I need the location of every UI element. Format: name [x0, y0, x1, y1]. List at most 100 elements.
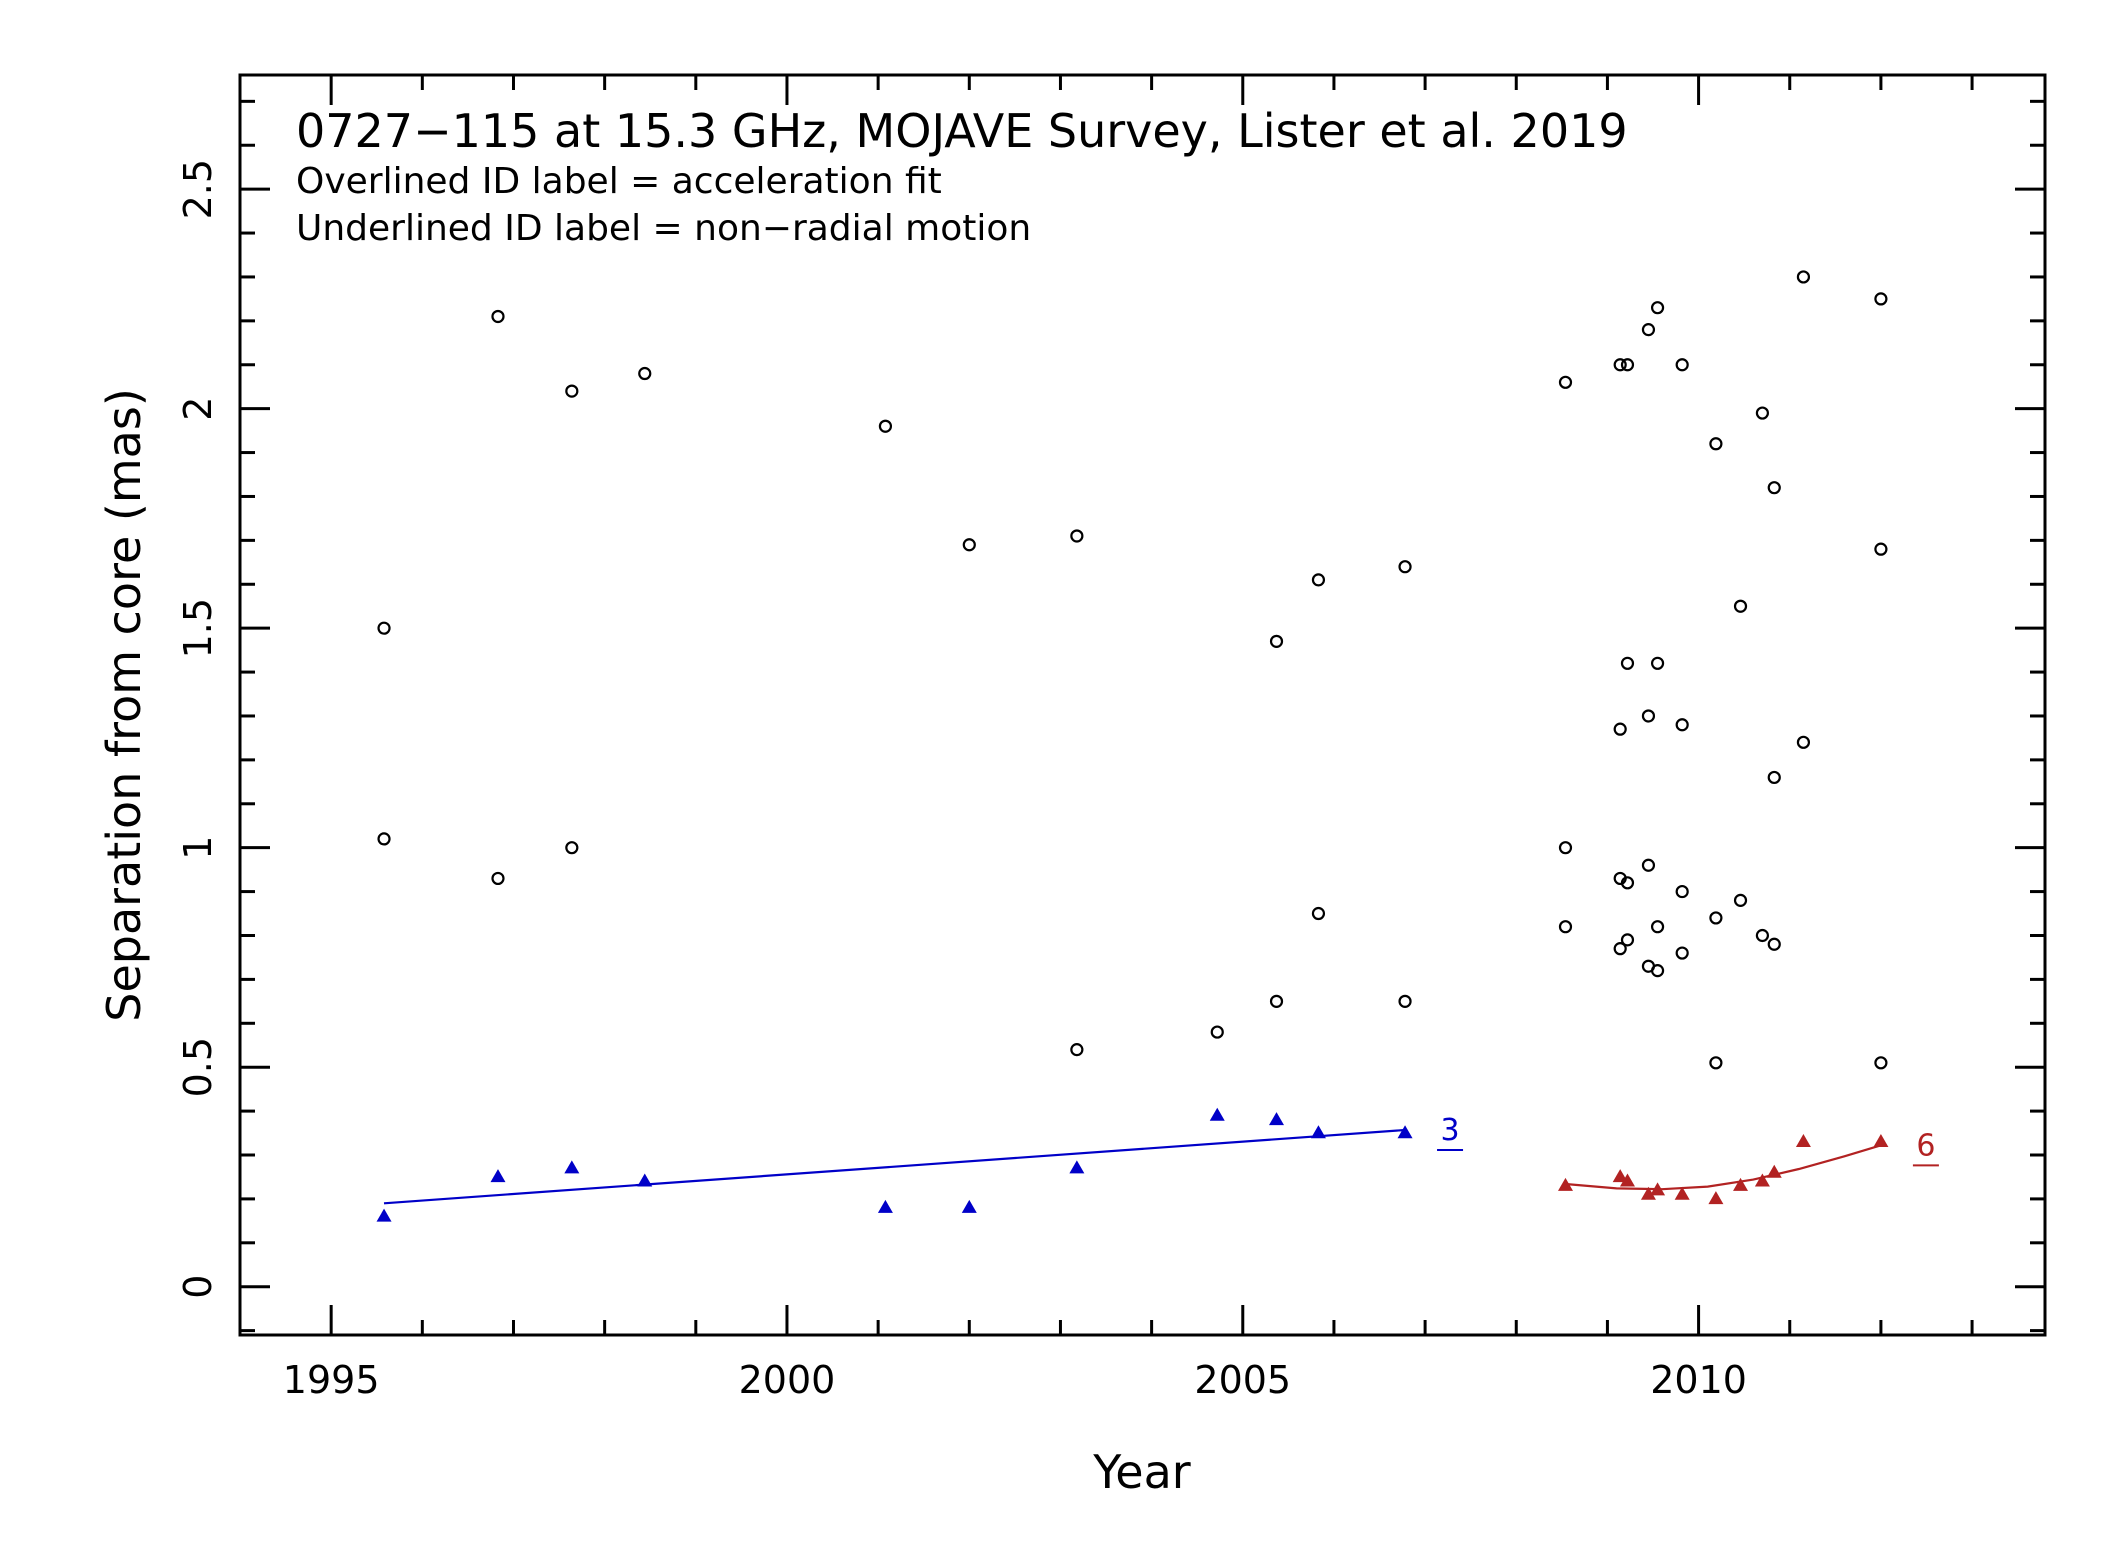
data-point-component-3 [1310, 1125, 1326, 1139]
text-layer: 0727−115 at 15.3 GHz, MOJAVE Survey, Lis… [97, 104, 1628, 1499]
data-point-open [565, 384, 579, 398]
data-point-open [1767, 770, 1781, 785]
data-point-open [1398, 994, 1412, 1008]
data-point-open [1675, 358, 1689, 372]
data-point-open [1613, 722, 1627, 736]
data-point-component-6 [1708, 1191, 1724, 1205]
data-point-open [1398, 560, 1412, 574]
data-point-component-6 [1754, 1173, 1770, 1187]
data-point-open [1733, 599, 1748, 613]
data-point-open [1620, 358, 1635, 372]
data-point-component-3 [1069, 1160, 1085, 1174]
data-point-open [1558, 920, 1573, 934]
fit-line-6 [1565, 1144, 1882, 1191]
x-tick-label: 2000 [739, 1358, 836, 1402]
data-point-open [1874, 1056, 1888, 1070]
data-point-open [1675, 718, 1689, 732]
x-axis-label: Year [1092, 1445, 1190, 1499]
data-point-open [1675, 884, 1689, 899]
data-point-component-3 [637, 1173, 653, 1187]
y-tick-label: 0.5 [176, 1037, 220, 1097]
data-point-open [1558, 375, 1573, 389]
data-point-open [1070, 1043, 1084, 1057]
component-label-3: 3 [1440, 1113, 1459, 1148]
chart-subtitle-2: Underlined ID label = non−radial motion [296, 208, 1031, 249]
data-point-open [1070, 529, 1084, 543]
x-tick-label: 2010 [1650, 1358, 1747, 1402]
component-label-6: 6 [1916, 1128, 1935, 1163]
data-point-component-3 [376, 1208, 392, 1222]
y-tick-label: 1.5 [176, 598, 220, 658]
data-point-open [1641, 858, 1656, 872]
y-tick-label: 0 [176, 1275, 220, 1299]
data-point-open [1558, 841, 1573, 855]
x-tick-label: 1995 [283, 1358, 380, 1402]
data-point-open [1874, 292, 1888, 306]
data-point-open [1641, 323, 1656, 337]
data-point-component-6 [1674, 1186, 1690, 1200]
data-point-open [1650, 964, 1665, 978]
data-point-open [1620, 876, 1635, 890]
data-point-component-3 [961, 1199, 977, 1213]
data-point-open [878, 419, 893, 433]
axis-ticks: 1995 2000 2005 2010 0 0.5 1 1.5 2 2.5 [176, 75, 2045, 1402]
data-point-component-6 [1557, 1177, 1573, 1191]
data-point-open [1650, 301, 1665, 315]
data-point-open [1650, 920, 1665, 934]
data-point-open [1269, 634, 1284, 648]
data-point-component-3 [1397, 1125, 1413, 1139]
plot-frame [238, 73, 2047, 1337]
data-point-open [1709, 437, 1723, 451]
data-point-open [1733, 893, 1748, 907]
data-point-open [1620, 656, 1635, 670]
data-point-open [491, 309, 505, 324]
data-point-open [1311, 906, 1326, 921]
data-point-open [1620, 933, 1635, 947]
chart-subtitle-1: Overlined ID label = acceleration fit [296, 161, 942, 202]
data-point-component-6 [1766, 1164, 1782, 1178]
data-point-component-6 [1733, 1177, 1749, 1191]
data-point-open [962, 538, 976, 552]
data-point-component-3 [1209, 1107, 1225, 1121]
data-point-component-6 [1640, 1186, 1656, 1200]
data-point-open [1613, 942, 1627, 956]
data-point-open [377, 832, 391, 846]
data-point-open [491, 871, 505, 886]
data-point-component-6 [1612, 1169, 1628, 1183]
y-tick-label: 1 [176, 836, 220, 860]
y-axis-label: Separation from core (mas) [97, 388, 151, 1022]
data-point-open [1641, 709, 1656, 723]
data-point-open [1650, 656, 1665, 670]
data-point-open [1311, 573, 1326, 587]
data-point-component-6 [1873, 1134, 1889, 1148]
data-point-component-6 [1619, 1173, 1635, 1187]
x-tick-label: 2005 [1194, 1358, 1291, 1402]
data-point-open [1767, 481, 1781, 495]
y-tick-label: 2 [176, 397, 220, 421]
data-point-component-3 [490, 1169, 506, 1183]
data-point-component-6 [1650, 1182, 1666, 1196]
data-point-open [1613, 358, 1627, 372]
data-point-open [1675, 946, 1689, 960]
data-point-open [1269, 994, 1284, 1008]
data-point-open [1755, 406, 1769, 420]
data-point-open [1709, 911, 1723, 925]
y-tick-label: 2.5 [176, 159, 220, 219]
data-point-component-3 [877, 1199, 893, 1213]
data-point-open [1767, 937, 1781, 951]
data-point-open [1796, 735, 1811, 749]
chart-title: 0727−115 at 15.3 GHz, MOJAVE Survey, Lis… [296, 104, 1628, 158]
data-point-component-3 [1269, 1112, 1285, 1126]
data-point-open [1874, 542, 1888, 556]
data-point-open [1755, 928, 1769, 943]
data-point-open [1210, 1025, 1224, 1039]
data-point-component-6 [1795, 1134, 1811, 1148]
data-point-open [1709, 1056, 1723, 1070]
data-point-open [1796, 270, 1811, 284]
data-point-open [638, 366, 652, 381]
data-point-open [377, 621, 391, 635]
data-point-component-3 [564, 1160, 580, 1174]
data-point-open [565, 841, 579, 855]
